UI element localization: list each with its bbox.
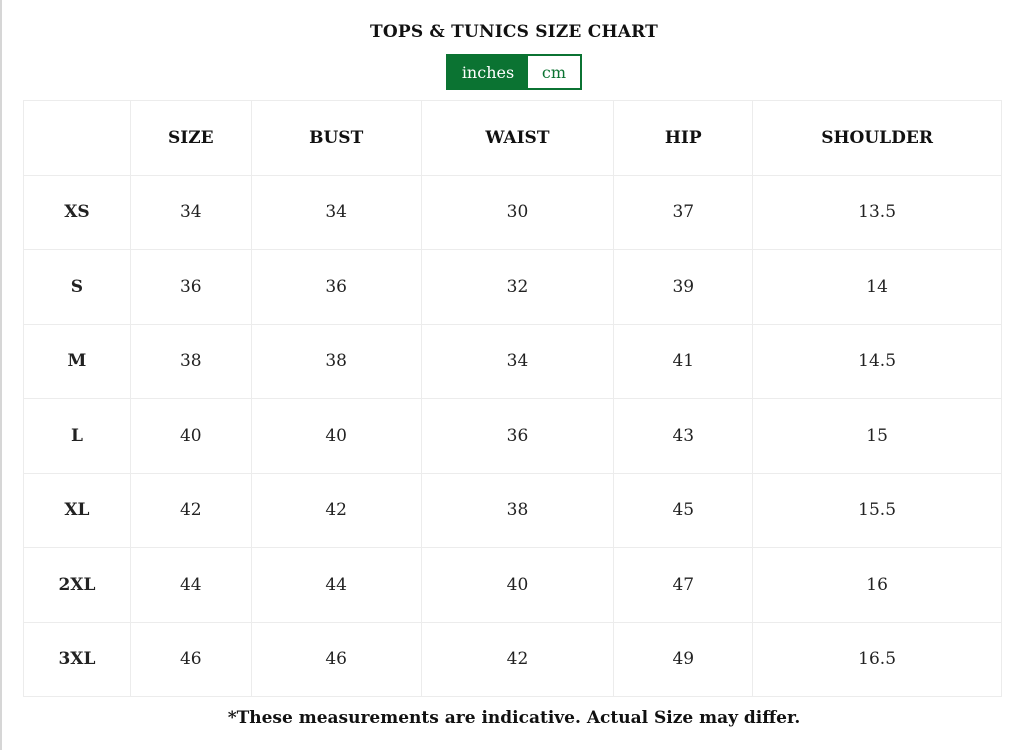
- unit-cm-button[interactable]: cm: [528, 56, 580, 88]
- measurement-cell: 30: [420, 174, 615, 250]
- column-header: HIP: [613, 100, 754, 176]
- table-row: 2XL 44 44 40 47 16: [23, 547, 1002, 623]
- disclaimer-note: *These measurements are indicative. Actu…: [227, 708, 801, 728]
- measurement-cell: 38: [129, 323, 252, 399]
- measurement-cell: 39: [613, 249, 754, 325]
- size-label: M: [23, 323, 131, 399]
- column-header: SIZE: [129, 100, 252, 176]
- measurement-cell: 36: [129, 249, 252, 325]
- unit-toggle[interactable]: inches cm: [446, 54, 582, 90]
- measurement-cell: 42: [420, 621, 615, 697]
- table-row: XL 42 42 38 45 15.5: [23, 472, 1002, 548]
- measurement-cell: 45: [613, 472, 754, 548]
- column-header: BUST: [250, 100, 422, 176]
- unit-inches-button[interactable]: inches: [448, 56, 528, 88]
- measurement-cell: 38: [420, 472, 615, 548]
- table-row: M 38 38 34 41 14.5: [23, 323, 1002, 399]
- measurement-cell: 36: [420, 398, 615, 474]
- column-header: SHOULDER: [752, 100, 1002, 176]
- measurement-cell: 42: [250, 472, 422, 548]
- measurement-cell: 49: [613, 621, 754, 697]
- measurement-cell: 38: [250, 323, 422, 399]
- measurement-cell: 32: [420, 249, 615, 325]
- measurement-cell: 40: [420, 547, 615, 623]
- size-label: L: [23, 398, 131, 474]
- size-label: 3XL: [23, 621, 131, 697]
- table-row: L 40 40 36 43 15: [23, 398, 1002, 474]
- measurement-cell: 42: [129, 472, 252, 548]
- measurement-cell: 44: [129, 547, 252, 623]
- measurement-cell: 43: [613, 398, 754, 474]
- measurement-cell: 15.5: [752, 472, 1002, 548]
- measurement-cell: 46: [129, 621, 252, 697]
- measurement-cell: 16: [752, 547, 1002, 623]
- measurement-cell: 41: [613, 323, 754, 399]
- measurement-cell: 13.5: [752, 174, 1002, 250]
- size-chart-table: SIZE BUST WAIST HIP SHOULDER XS 34 34 30 37 13.5 S…: [23, 100, 1002, 697]
- measurement-cell: 36: [250, 249, 422, 325]
- measurement-cell: 34: [129, 174, 252, 250]
- measurement-cell: 37: [613, 174, 754, 250]
- page-title: TOPS & TUNICS SIZE CHART: [370, 22, 658, 42]
- table-header-row: SIZE BUST WAIST HIP SHOULDER: [23, 100, 1002, 176]
- measurement-cell: 14: [752, 249, 1002, 325]
- measurement-cell: 46: [250, 621, 422, 697]
- measurement-cell: 34: [250, 174, 422, 250]
- measurement-cell: 14.5: [752, 323, 1002, 399]
- size-label: 2XL: [23, 547, 131, 623]
- measurement-cell: 15: [752, 398, 1002, 474]
- measurement-cell: 40: [129, 398, 252, 474]
- table-row: S 36 36 32 39 14: [23, 249, 1002, 325]
- size-label: XL: [23, 472, 131, 548]
- table-row: 3XL 46 46 42 49 16.5: [23, 621, 1002, 697]
- column-header: WAIST: [420, 100, 615, 176]
- table-row: XS 34 34 30 37 13.5: [23, 174, 1002, 250]
- size-label: XS: [23, 174, 131, 250]
- size-label: S: [23, 249, 131, 325]
- measurement-cell: 34: [420, 323, 615, 399]
- measurement-cell: 44: [250, 547, 422, 623]
- measurement-cell: 16.5: [752, 621, 1002, 697]
- measurement-cell: 47: [613, 547, 754, 623]
- measurement-cell: 40: [250, 398, 422, 474]
- column-header: [23, 100, 131, 176]
